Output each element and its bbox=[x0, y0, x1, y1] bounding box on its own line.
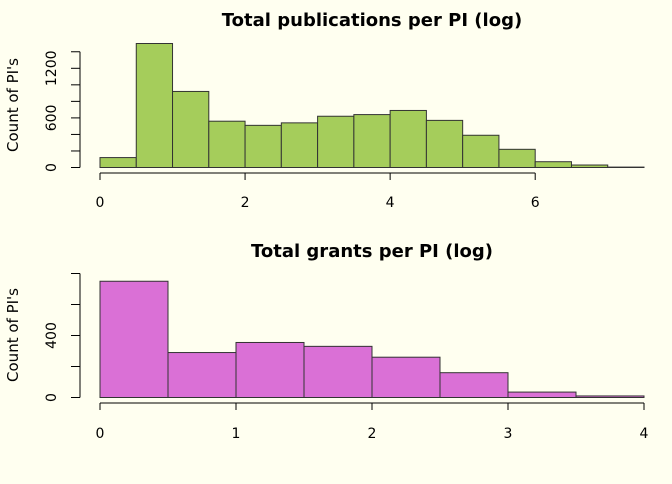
histogram-bar bbox=[576, 396, 644, 398]
histogram-bar bbox=[173, 91, 209, 167]
histogram-bar bbox=[100, 158, 136, 168]
y-axis-label: Count of PI's bbox=[4, 288, 22, 382]
y-tick-label: 600 bbox=[44, 105, 60, 132]
histogram-bar bbox=[236, 342, 304, 397]
y-axis-label: Count of PI's bbox=[4, 58, 22, 152]
histogram-bar bbox=[426, 120, 462, 167]
histogram-bar bbox=[281, 123, 317, 168]
y-tick-label: 0 bbox=[44, 163, 60, 172]
publications-histogram: Total publications per PI (log) Count of… bbox=[4, 10, 644, 211]
histogram-bar bbox=[571, 165, 607, 167]
histogram-bar bbox=[304, 346, 372, 397]
x-tick-label: 3 bbox=[504, 426, 513, 442]
histogram-bar bbox=[508, 392, 576, 397]
x-tick-label: 2 bbox=[241, 195, 250, 211]
histogram-bar bbox=[168, 353, 236, 398]
histogram-bar bbox=[354, 115, 390, 168]
x-tick-label: 0 bbox=[96, 426, 105, 442]
histogram-bar bbox=[499, 149, 535, 167]
y-tick-label: 1200 bbox=[44, 50, 60, 86]
histogram-bar bbox=[535, 162, 571, 168]
y-tick-label: 0 bbox=[44, 393, 60, 402]
grants-histogram: Total grants per PI (log) Count of PI's … bbox=[4, 241, 649, 442]
histogram-bar bbox=[318, 116, 354, 167]
histogram-bar bbox=[390, 110, 426, 167]
chart-title: Total publications per PI (log) bbox=[222, 10, 522, 31]
histogram-bar bbox=[245, 125, 281, 167]
histogram-bar bbox=[209, 121, 245, 167]
histogram-bar bbox=[463, 135, 499, 167]
histogram-bar bbox=[440, 373, 508, 398]
histogram-bar bbox=[100, 281, 168, 397]
y-tick-label: 400 bbox=[44, 322, 60, 349]
x-tick-label: 0 bbox=[96, 195, 105, 211]
x-tick-label: 4 bbox=[640, 426, 649, 442]
histogram-bar bbox=[136, 44, 172, 168]
chart-title: Total grants per PI (log) bbox=[251, 241, 493, 262]
x-tick-label: 2 bbox=[368, 426, 377, 442]
x-tick-label: 6 bbox=[531, 195, 540, 211]
histogram-bar bbox=[372, 357, 440, 397]
x-tick-label: 4 bbox=[386, 195, 395, 211]
x-tick-label: 1 bbox=[232, 426, 241, 442]
